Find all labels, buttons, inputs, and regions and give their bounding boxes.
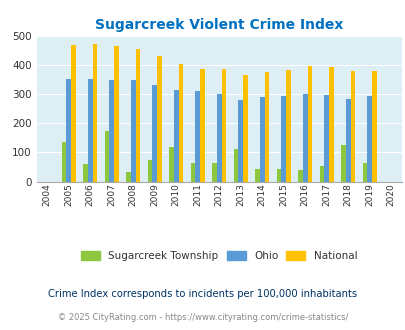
Bar <box>216 94 221 182</box>
Bar <box>147 160 152 182</box>
Bar <box>286 70 290 182</box>
Title: Sugarcreek Violent Crime Index: Sugarcreek Violent Crime Index <box>95 18 343 32</box>
Bar <box>190 163 195 182</box>
Bar <box>221 69 226 182</box>
Legend: Sugarcreek Township, Ohio, National: Sugarcreek Township, Ohio, National <box>81 250 356 261</box>
Bar <box>367 96 371 182</box>
Bar <box>281 96 286 182</box>
Bar <box>254 169 259 182</box>
Bar <box>130 80 135 182</box>
Bar <box>178 64 183 182</box>
Bar <box>212 163 216 182</box>
Bar <box>297 170 302 182</box>
Bar <box>173 90 178 182</box>
Bar <box>83 164 88 182</box>
Bar <box>328 67 333 182</box>
Bar <box>92 44 97 182</box>
Bar <box>362 163 367 182</box>
Bar <box>238 100 243 182</box>
Bar <box>135 50 140 182</box>
Bar <box>200 69 205 182</box>
Bar <box>319 166 324 182</box>
Text: Crime Index corresponds to incidents per 100,000 inhabitants: Crime Index corresponds to incidents per… <box>48 289 357 299</box>
Bar <box>350 71 354 182</box>
Bar <box>324 95 328 182</box>
Bar <box>109 81 114 182</box>
Bar <box>243 75 247 182</box>
Bar <box>340 146 345 182</box>
Bar <box>169 147 173 182</box>
Bar <box>114 46 119 182</box>
Bar <box>259 97 264 182</box>
Bar <box>276 169 281 182</box>
Bar <box>195 91 200 182</box>
Bar <box>233 149 238 182</box>
Bar <box>104 131 109 182</box>
Bar <box>62 142 66 182</box>
Bar <box>264 72 269 182</box>
Bar <box>126 172 130 182</box>
Bar <box>307 66 311 182</box>
Bar <box>302 94 307 182</box>
Bar <box>371 71 376 182</box>
Bar <box>345 99 350 182</box>
Bar <box>152 85 157 182</box>
Bar <box>88 79 92 182</box>
Bar <box>66 79 71 182</box>
Bar <box>157 56 162 182</box>
Bar <box>71 45 76 182</box>
Text: © 2025 CityRating.com - https://www.cityrating.com/crime-statistics/: © 2025 CityRating.com - https://www.city… <box>58 313 347 322</box>
